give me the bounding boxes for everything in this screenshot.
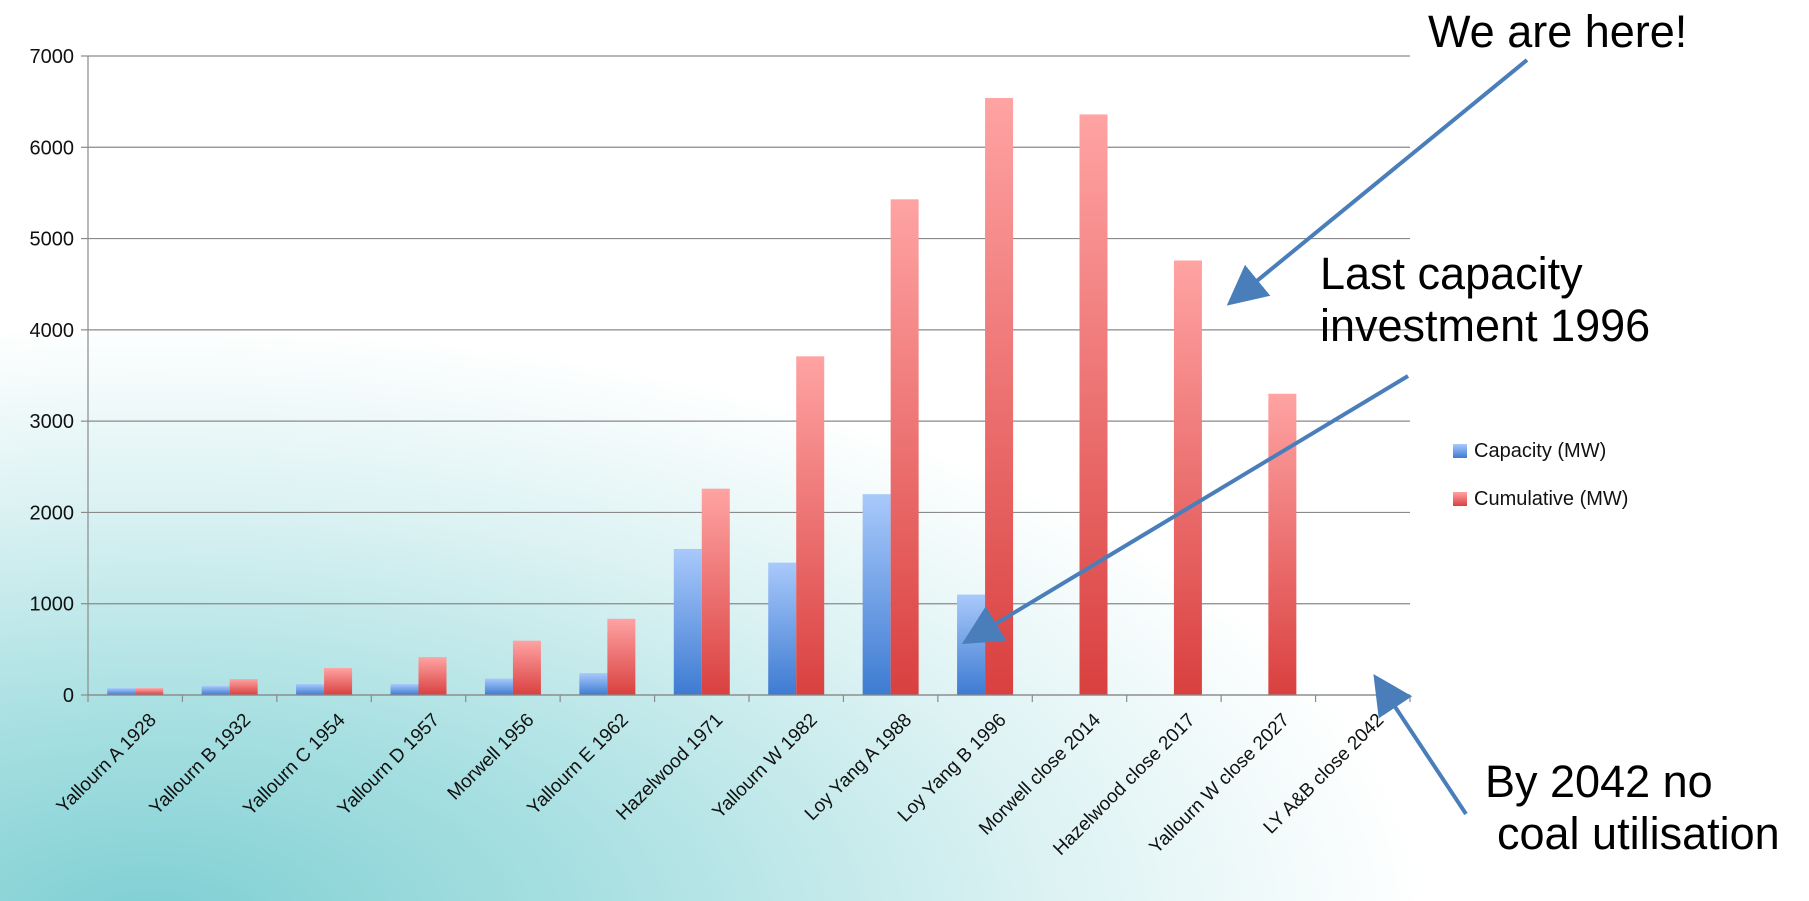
bar-cumulative: [418, 657, 447, 695]
annotation-we-are-here: We are here!: [1428, 6, 1688, 57]
annotation-last-investment: Last capacity investment 1996: [1320, 248, 1650, 352]
bar-cumulative: [890, 199, 919, 695]
y-tick-label: 7000: [30, 46, 75, 68]
bar-capacity: [107, 688, 136, 695]
bar-capacity: [579, 673, 608, 695]
bar-cumulative: [985, 97, 1014, 695]
axes: [87, 56, 1411, 702]
y-tick-label: 6000: [30, 137, 75, 159]
x-tick-label: Morwell 1956: [444, 710, 539, 805]
annotation-arrows: [961, 58, 1529, 816]
bar-capacity: [768, 562, 797, 695]
annotation-by-2042-line2: coal utilisation: [1497, 808, 1780, 859]
y-tick-label: 4000: [30, 320, 75, 342]
y-axis-ticks: 0 1000 2000 3000 4000 5000 6000 7000: [30, 46, 75, 707]
x-tick-label: Yallourn D 1957: [334, 710, 444, 820]
legend-swatch: [1453, 444, 1467, 458]
bar-capacity: [296, 684, 325, 695]
bar-capacity: [484, 678, 513, 695]
bar-cumulative: [1173, 260, 1202, 695]
x-tick-label: Yallourn E 1962: [523, 710, 632, 819]
legend-label: Cumulative (MW): [1474, 488, 1628, 510]
y-tick-label: 5000: [30, 229, 75, 251]
bar-capacity: [390, 684, 419, 695]
bar-capacity: [862, 494, 891, 695]
bar-cumulative: [229, 679, 258, 695]
bar-capacity: [201, 685, 230, 695]
bar-cumulative: [1079, 114, 1108, 696]
y-tick-label: 1000: [30, 594, 75, 616]
bar-capacity: [673, 548, 702, 695]
legend-swatch: [1453, 492, 1467, 506]
legend-label: Capacity (MW): [1474, 440, 1606, 462]
x-tick-label: Yallourn C 1954: [239, 709, 350, 820]
gridlines: [81, 55, 1410, 696]
annotation-by-2042-line1: By 2042 no: [1485, 756, 1713, 807]
y-tick-label: 3000: [30, 411, 75, 433]
y-tick-label: 2000: [30, 502, 75, 524]
bar-cumulative: [1268, 393, 1297, 695]
bar-cumulative: [701, 488, 730, 695]
bar-cumulative: [607, 618, 636, 695]
arrow-last-investment: [961, 374, 1410, 645]
annotation-by-2042: By 2042 no coal utilisation: [1485, 756, 1780, 860]
x-tick-label: Yallourn A 1928: [53, 710, 161, 818]
bar-capacity: [957, 594, 986, 695]
bar-cumulative: [135, 688, 164, 695]
arrow-by-2042: [1373, 673, 1468, 816]
arrow-we-are-here: [1226, 58, 1529, 306]
bar-cumulative: [324, 668, 353, 695]
bar-cumulative: [796, 356, 825, 695]
legend: Capacity (MW) Cumulative (MW): [1453, 440, 1628, 510]
bars: [107, 97, 1297, 696]
y-tick-label: 0: [63, 685, 74, 707]
x-tick-label: Yallourn B 1932: [146, 710, 255, 819]
annotation-last-investment-line2: investment 1996: [1320, 300, 1651, 351]
annotation-last-investment-line1: Last capacity: [1320, 248, 1583, 299]
bar-cumulative: [512, 640, 541, 695]
